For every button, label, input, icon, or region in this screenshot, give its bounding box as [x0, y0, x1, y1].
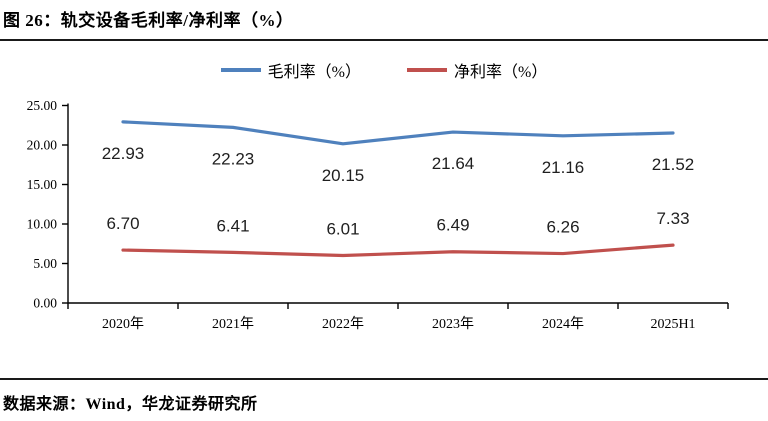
- x-axis-category-label: 2022年: [322, 316, 364, 332]
- data-point-label: 21.64: [432, 154, 475, 173]
- data-point-label: 6.01: [326, 220, 359, 239]
- legend-item-net-margin: 净利率（%）: [407, 58, 547, 82]
- x-axis-category-label: 2025H1: [650, 317, 695, 332]
- legend-label-gross-margin: 毛利率（%）: [267, 64, 361, 81]
- legend-item-gross-margin: 毛利率（%）: [220, 58, 361, 82]
- data-point-label: 7.33: [656, 209, 689, 228]
- source-divider-line: [0, 378, 768, 380]
- legend-label-net-margin: 净利率（%）: [454, 64, 548, 81]
- gross-margin-line-swatch: [220, 68, 261, 72]
- data-point-label: 6.70: [106, 214, 139, 233]
- x-axis-category-label: 2021年: [212, 316, 254, 332]
- net-margin-line-swatch: [407, 68, 447, 72]
- y-axis-tick-label: 15.00: [27, 177, 58, 192]
- y-axis-tick-label: 20.00: [27, 138, 58, 153]
- x-axis-category-label: 2023年: [432, 316, 474, 332]
- gross-margin-line: [121, 120, 675, 146]
- data-point-label: 6.26: [546, 218, 579, 237]
- y-axis-tick-label: 5.00: [33, 256, 57, 271]
- title-divider-line: [0, 39, 768, 41]
- data-source-note: 数据来源：Wind，华龙证券研究所: [3, 396, 258, 413]
- data-point-label: 6.41: [216, 216, 249, 235]
- data-point-label: 21.16: [542, 158, 585, 177]
- data-point-label: 20.15: [322, 166, 365, 185]
- y-axis-tick-label: 10.00: [27, 217, 58, 232]
- y-axis-tick-label: 0.00: [33, 296, 57, 311]
- figure-title: 图 26：轨交设备毛利率/净利率（%）: [3, 11, 294, 30]
- chart-legend: 毛利率（%） 净利率（%）: [0, 59, 768, 81]
- net-margin-line: [121, 243, 675, 258]
- x-axis-category-label: 2020年: [102, 316, 144, 332]
- y-axis-tick-label: 25.00: [27, 98, 58, 113]
- data-point-label: 22.23: [212, 149, 255, 168]
- data-point-label: 6.49: [436, 216, 469, 235]
- data-point-label: 21.52: [652, 155, 695, 174]
- data-point-label: 22.93: [102, 144, 145, 163]
- x-axis-category-label: 2024年: [542, 316, 584, 332]
